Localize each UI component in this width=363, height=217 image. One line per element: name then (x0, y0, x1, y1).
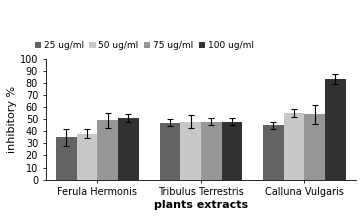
Bar (77, 134, 97, 180)
Bar (284, 113, 304, 180)
Bar (325, 79, 346, 180)
Bar (180, 122, 201, 180)
Bar (221, 122, 242, 180)
Bar (56, 137, 77, 180)
Y-axis label: inhibitory %: inhibitory % (7, 85, 17, 153)
Bar (201, 122, 221, 180)
X-axis label: plants extracts: plants extracts (154, 200, 248, 210)
Bar (263, 125, 284, 180)
Bar (118, 118, 139, 180)
Legend: 25 ug/ml, 50 ug/ml, 75 ug/ml, 100 ug/ml: 25 ug/ml, 50 ug/ml, 75 ug/ml, 100 ug/ml (35, 41, 254, 50)
Bar (159, 123, 180, 180)
Bar (97, 120, 118, 180)
Bar (304, 114, 325, 180)
